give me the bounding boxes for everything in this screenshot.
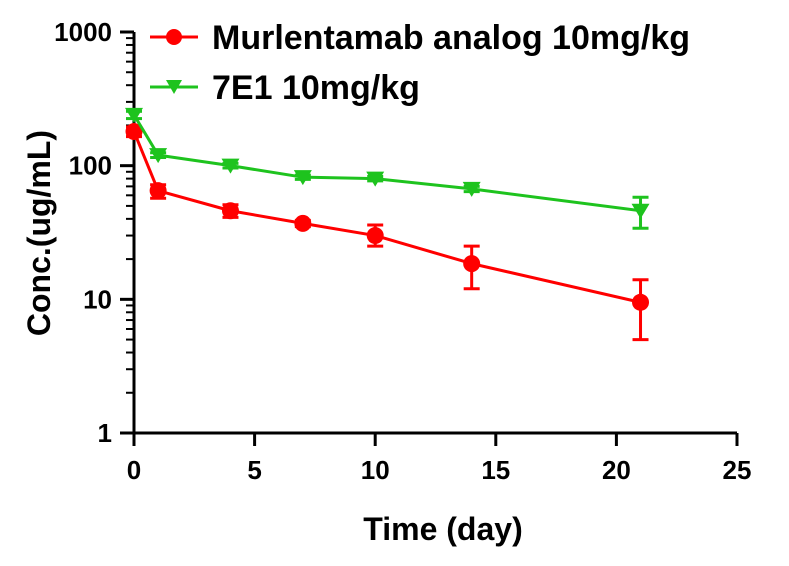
legend-label-7e1: 7E1 10mg/kg xyxy=(212,69,420,107)
series-line xyxy=(132,114,641,213)
legend-label-murlentamab: Murlentamab analog 10mg/kg xyxy=(212,19,690,57)
axes: 1 10 100 1000 0 5 10 15 20 25 xyxy=(54,17,751,485)
y-axis-title: Conc.(ug/mL) xyxy=(21,130,57,336)
legend-entry-7e1: 7E1 10mg/kg xyxy=(150,69,420,107)
data-point xyxy=(631,203,650,219)
data-point xyxy=(293,170,312,186)
legend-marker-circle-icon xyxy=(166,29,182,45)
data-point xyxy=(366,171,385,187)
data-point xyxy=(463,255,481,273)
series-1 xyxy=(125,107,650,230)
y-tick-label: 1000 xyxy=(54,17,112,47)
series-line xyxy=(132,130,641,304)
x-tick-label: 0 xyxy=(127,455,141,485)
x-tick-label: 5 xyxy=(247,455,261,485)
x-axis-ticks: 0 5 10 15 20 25 xyxy=(127,433,752,485)
y-tick-label: 100 xyxy=(69,151,112,181)
data-point xyxy=(366,227,384,245)
data-point xyxy=(462,181,481,197)
y-tick-label: 1 xyxy=(98,418,112,448)
series-0 xyxy=(125,123,650,342)
data-point xyxy=(125,123,143,141)
y-tick-label: 10 xyxy=(83,284,112,314)
legend-entry-murlentamab: Murlentamab analog 10mg/kg xyxy=(150,19,690,57)
x-tick-label: 15 xyxy=(481,455,510,485)
x-axis-title: Time (day) xyxy=(363,511,522,547)
data-point xyxy=(149,148,168,164)
x-tick-label: 20 xyxy=(602,455,631,485)
series-layer xyxy=(125,107,650,342)
data-point xyxy=(221,158,240,174)
legend: Murlentamab analog 10mg/kg 7E1 10mg/kg xyxy=(150,19,690,107)
x-tick-label: 25 xyxy=(723,455,752,485)
data-point xyxy=(149,182,167,200)
legend-marker-triangle-down-icon xyxy=(166,80,182,94)
y-axis-ticks: 1 10 100 1000 xyxy=(54,17,134,448)
data-point xyxy=(294,214,312,232)
data-point xyxy=(221,202,239,220)
data-point xyxy=(125,107,143,123)
x-tick-label: 10 xyxy=(361,455,390,485)
data-point xyxy=(632,293,650,311)
